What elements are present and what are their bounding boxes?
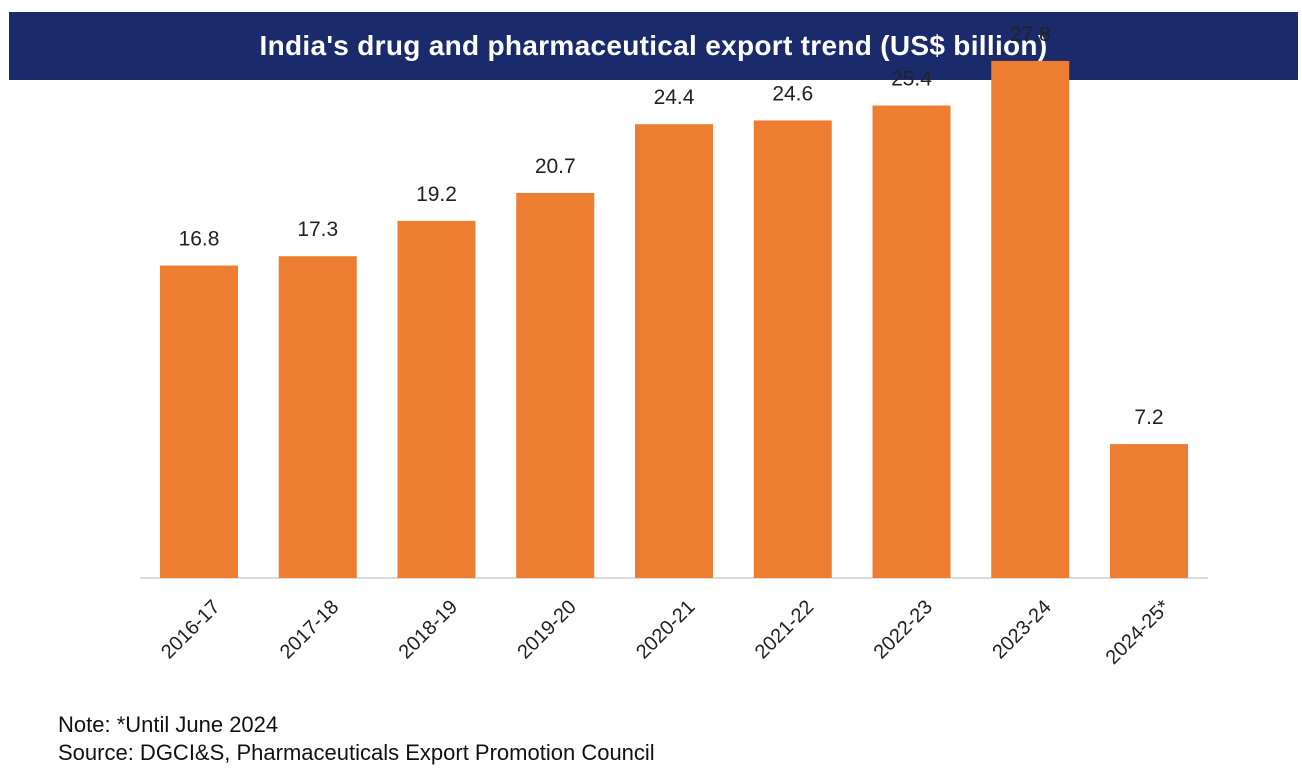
chart-title-bar: India's drug and pharmaceutical export t… [9, 12, 1298, 80]
x-tick-label-2018-19: 2018-19 [395, 596, 462, 663]
bar-2021-22 [753, 120, 832, 578]
x-tick-label-2017-18: 2017-18 [276, 596, 343, 663]
bar-2017-18 [278, 256, 357, 578]
chart-title: India's drug and pharmaceutical export t… [259, 30, 1048, 61]
data-label-2018-19: 19.2 [416, 183, 457, 206]
bar-2018-19 [397, 220, 476, 578]
x-tick-label-2024-25*: 2024-25* [1102, 596, 1175, 669]
x-tick-label-2023-24: 2023-24 [988, 596, 1055, 663]
data-label-2024-25*: 7.2 [1134, 406, 1163, 429]
bar-2019-20 [516, 192, 595, 579]
bar-2020-21 [635, 124, 713, 578]
x-tick-label-2020-21: 2020-21 [632, 596, 699, 663]
data-label-2017-18: 17.3 [297, 218, 338, 241]
x-tick-label-2019-20: 2019-20 [513, 596, 580, 663]
bars-group [160, 60, 1188, 579]
x-tick-label-2016-17: 2016-17 [157, 596, 224, 663]
data-label-2016-17: 16.8 [179, 228, 220, 251]
bar-2022-23 [872, 105, 951, 578]
data-label-2019-20: 20.7 [535, 155, 576, 178]
x-tick-label-2021-22: 2021-22 [751, 596, 818, 663]
chart-note: Note: *Until June 2024 [58, 712, 279, 737]
bar-2024-25* [1110, 444, 1188, 578]
data-label-2020-21: 24.4 [654, 86, 695, 109]
data-label-2021-22: 24.6 [772, 82, 813, 105]
data-label-2022-23: 25.4 [891, 68, 932, 91]
bar-2023-24 [991, 60, 1070, 579]
data-label-2023-24: 27.8 [1010, 23, 1051, 46]
bar-2016-17 [160, 265, 238, 578]
x-tick-label-2022-23: 2022-23 [870, 596, 937, 663]
value-labels-group: 16.8 17.3 19.2 20.7 24.4 24.6 25.4 27.8 7.2 [179, 23, 1164, 429]
chart-source: Source: DGCI&S, Pharmaceuticals Export P… [58, 740, 655, 765]
tick-labels-group: 2016-17 2017-18 2018-19 2019-20 2020-21 2021-… [157, 596, 1175, 669]
